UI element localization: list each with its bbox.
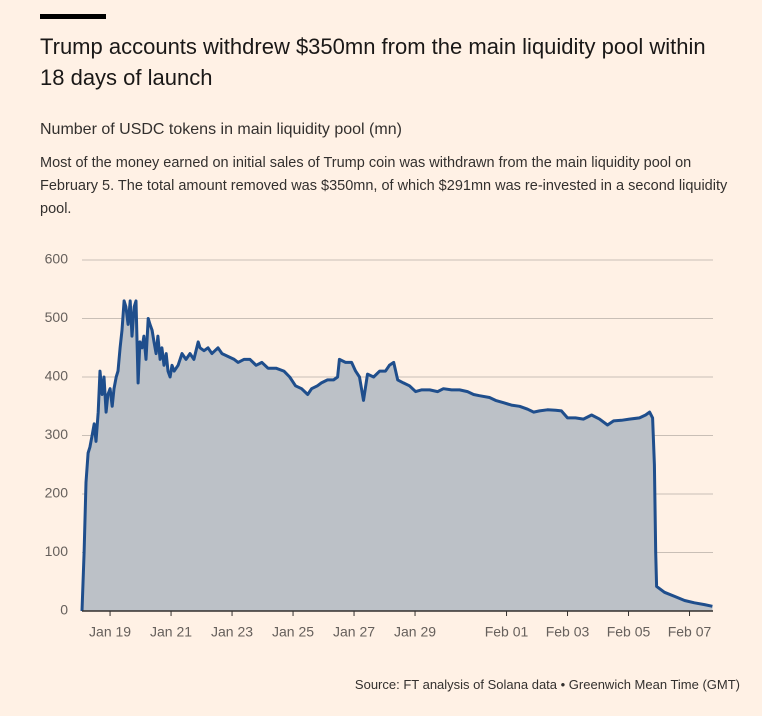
area bbox=[82, 300, 713, 611]
chart-source: Source: FT analysis of Solana data • Gre… bbox=[354, 677, 740, 692]
y-tick-label: 300 bbox=[45, 426, 69, 442]
x-tick-label: Jan 25 bbox=[272, 624, 314, 640]
x-tick-label: Jan 21 bbox=[150, 624, 192, 640]
x-tick-label: Jan 23 bbox=[211, 624, 253, 640]
chart-description: Most of the money earned on initial sale… bbox=[40, 155, 728, 217]
line bbox=[80, 299, 713, 612]
chart-title: Trump accounts withdrew $350mn from the … bbox=[40, 34, 706, 90]
y-tick-label: 600 bbox=[45, 251, 69, 267]
x-tick-label: Jan 29 bbox=[394, 624, 436, 640]
y-tick-label: 500 bbox=[45, 309, 69, 325]
y-tick-label: 100 bbox=[45, 543, 69, 559]
y-tick-label: 200 bbox=[45, 485, 69, 501]
x-tick-label: Jan 19 bbox=[89, 624, 131, 640]
x-tick-label: Feb 07 bbox=[668, 624, 712, 640]
y-tick-label: 400 bbox=[45, 368, 69, 384]
x-tick-label: Feb 03 bbox=[546, 624, 590, 640]
brand-bar bbox=[40, 14, 106, 19]
y-tick-label: 0 bbox=[60, 602, 68, 618]
x-tick-label: Feb 01 bbox=[485, 624, 529, 640]
x-tick-label: Feb 05 bbox=[607, 624, 651, 640]
x-tick-label: Jan 27 bbox=[333, 624, 375, 640]
chart-subtitle: Number of USDC tokens in main liquidity … bbox=[40, 121, 402, 138]
